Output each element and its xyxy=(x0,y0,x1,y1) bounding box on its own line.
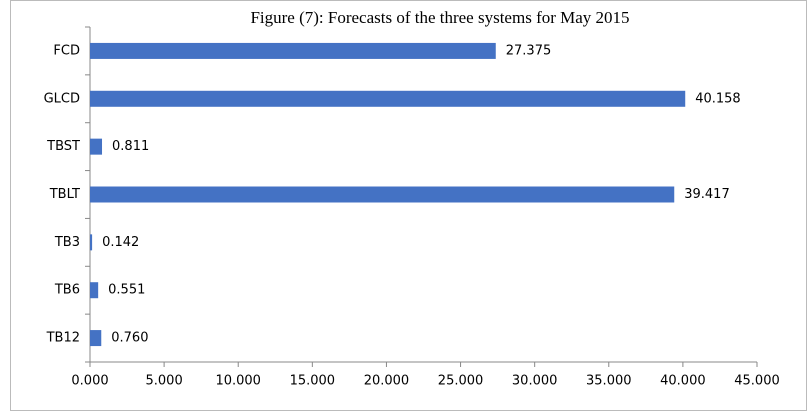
x-tick-label: 45.000 xyxy=(734,374,780,389)
bar xyxy=(90,330,102,347)
y-tick-label: GLCD xyxy=(44,91,80,106)
y-tick-label: TBLT xyxy=(49,187,80,202)
bar xyxy=(90,186,675,203)
value-label: 39.417 xyxy=(684,187,730,202)
value-label: 40.158 xyxy=(695,91,741,106)
value-label: 0.551 xyxy=(108,283,145,298)
x-tick-label: 10.000 xyxy=(215,374,261,389)
x-tick-label: 25.000 xyxy=(438,374,484,389)
x-tick-label: 35.000 xyxy=(586,374,632,389)
value-label: 0.760 xyxy=(111,331,148,346)
y-tick-label: TBST xyxy=(46,139,80,154)
bar xyxy=(90,234,93,251)
value-label: 0.142 xyxy=(102,235,139,250)
y-tick-label: TB12 xyxy=(46,331,80,346)
chart-frame xyxy=(10,0,807,411)
bar xyxy=(90,90,686,107)
chart-title: Figure (7): Forecasts of the three syste… xyxy=(250,8,629,27)
y-tick-label: TB6 xyxy=(54,283,80,298)
value-label: 27.375 xyxy=(506,43,551,58)
y-tick-label: TB3 xyxy=(54,235,80,250)
value-label: 0.811 xyxy=(112,139,149,154)
x-tick-label: 30.000 xyxy=(512,374,558,389)
x-tick-label: 0.000 xyxy=(71,374,108,389)
bar xyxy=(90,282,99,299)
x-tick-label: 20.000 xyxy=(364,374,410,389)
bar xyxy=(90,138,103,155)
x-tick-label: 5.000 xyxy=(146,374,183,389)
x-tick-label: 40.000 xyxy=(660,374,706,389)
y-tick-label: FCD xyxy=(53,43,80,58)
x-tick-label: 15.000 xyxy=(290,374,336,389)
bar xyxy=(90,42,496,59)
